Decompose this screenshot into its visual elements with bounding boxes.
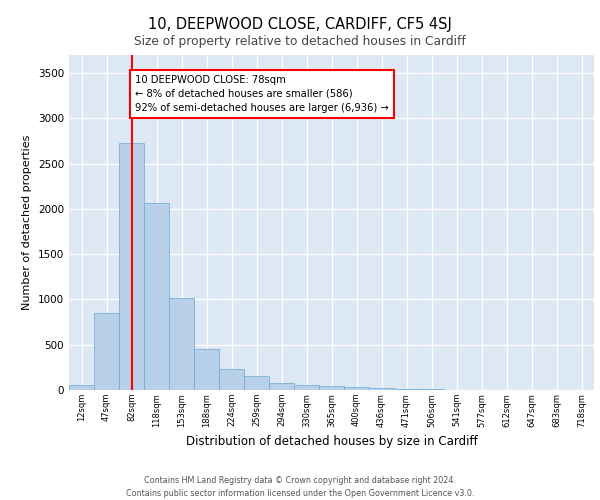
Bar bbox=[344, 388, 369, 390]
Bar bbox=[194, 349, 219, 390]
Bar bbox=[319, 386, 344, 390]
Bar bbox=[369, 388, 394, 390]
Bar bbox=[94, 312, 119, 390]
Bar bbox=[419, 389, 444, 390]
Text: 10 DEEPWOOD CLOSE: 78sqm
← 8% of detached houses are smaller (586)
92% of semi-d: 10 DEEPWOOD CLOSE: 78sqm ← 8% of detache… bbox=[135, 75, 389, 113]
Text: 10, DEEPWOOD CLOSE, CARDIFF, CF5 4SJ: 10, DEEPWOOD CLOSE, CARDIFF, CF5 4SJ bbox=[148, 18, 452, 32]
Bar bbox=[269, 383, 294, 390]
Bar bbox=[219, 368, 244, 390]
Bar bbox=[144, 202, 169, 390]
Bar bbox=[119, 143, 144, 390]
X-axis label: Distribution of detached houses by size in Cardiff: Distribution of detached houses by size … bbox=[185, 435, 478, 448]
Bar bbox=[69, 384, 94, 390]
Y-axis label: Number of detached properties: Number of detached properties bbox=[22, 135, 32, 310]
Bar bbox=[244, 376, 269, 390]
Text: Size of property relative to detached houses in Cardiff: Size of property relative to detached ho… bbox=[134, 35, 466, 48]
Bar bbox=[294, 385, 319, 390]
Bar bbox=[394, 388, 419, 390]
Text: Contains HM Land Registry data © Crown copyright and database right 2024.
Contai: Contains HM Land Registry data © Crown c… bbox=[126, 476, 474, 498]
Bar bbox=[169, 298, 194, 390]
